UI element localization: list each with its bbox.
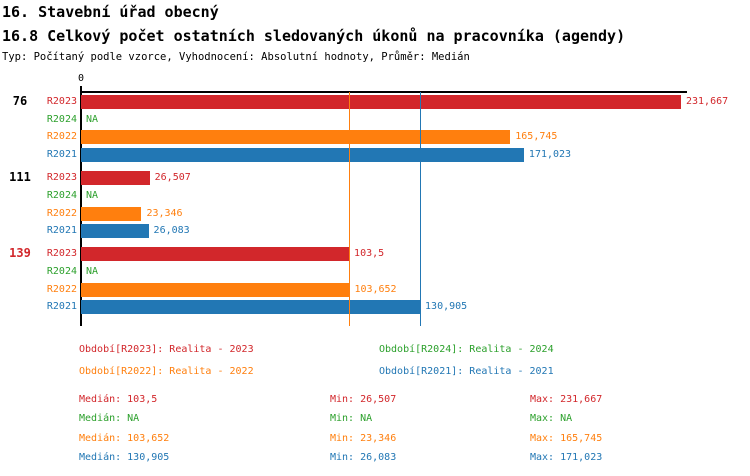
bar-r2022 (81, 282, 350, 297)
row-series-label: R2022 (46, 207, 77, 219)
bar-value-label: 23,346 (146, 207, 183, 219)
stat-max-r2023: Max: 231,667 (530, 394, 603, 405)
row-series-label: R2022 (46, 131, 77, 143)
row-series-label: R2023 (46, 248, 77, 260)
x-axis-line (81, 91, 687, 93)
median-line-r2022 (348, 92, 350, 326)
bar-r2021 (81, 148, 524, 163)
chart-subtitle: 16.8 Celkový počet ostatních sledovaných… (2, 27, 626, 45)
legend-item-r2023: Období[R2023]: Realita - 2023 (79, 344, 254, 355)
stat-median-r2024: Medián: NA (79, 413, 140, 425)
stat-min-r2021: Min: 26,083 (330, 452, 397, 464)
legend-item-r2022: Období[R2022]: Realita - 2022 (79, 366, 254, 377)
bar-value-label: 231,667 (686, 96, 729, 107)
x-axis-zero-tick-label: 0 (77, 73, 85, 84)
stat-min-r2024: Min: NA (330, 413, 373, 425)
bar-r2023 (81, 171, 150, 186)
bar-r2021 (81, 300, 421, 315)
group-label: 111 (9, 170, 31, 185)
y-axis-line (80, 86, 82, 326)
row-series-label: R2021 (46, 149, 77, 161)
bar-r2023 (81, 95, 681, 109)
bar-r2022 (81, 206, 142, 221)
stat-min-r2023: Min: 26,507 (330, 394, 397, 405)
bar-value-label: 171,023 (528, 149, 572, 161)
row-series-label: R2024 (46, 189, 77, 201)
bar-value-label: 103,5 (354, 248, 385, 260)
stat-median-r2021: Medián: 130,905 (79, 452, 170, 464)
na-label: NA (86, 189, 99, 201)
bar-r2021 (81, 224, 149, 239)
median-line-r2021 (419, 92, 421, 326)
bar-value-label: 26,507 (154, 172, 191, 184)
row-series-label: R2023 (46, 172, 77, 184)
na-label: NA (86, 113, 99, 125)
stat-min-r2022: Min: 23,346 (330, 432, 397, 444)
bar-r2023 (81, 247, 350, 262)
page-title: 16. Stavební úřad obecný (2, 3, 219, 21)
legend-item-r2021: Období[R2021]: Realita - 2021 (379, 366, 554, 377)
row-series-label: R2022 (46, 283, 77, 295)
stat-max-r2021: Max: 171,023 (530, 452, 603, 464)
bar-value-label: 103,652 (354, 283, 397, 295)
bar-value-label: 130,905 (425, 301, 468, 313)
stat-max-r2024: Max: NA (530, 413, 573, 425)
row-series-label: R2021 (46, 225, 77, 237)
row-series-label: R2023 (46, 96, 77, 107)
bar-value-label: 165,745 (515, 131, 558, 143)
row-series-label: R2021 (46, 301, 77, 313)
group-label: 76 (12, 94, 28, 108)
stat-median-r2023: Medián: 103,5 (79, 394, 158, 405)
chart-meta-line: Typ: Počítaný podle vzorce, Vyhodnocení:… (2, 51, 470, 63)
stat-max-r2022: Max: 165,745 (530, 432, 603, 444)
legend-item-r2024: Období[R2024]: Realita - 2024 (379, 344, 554, 355)
row-series-label: R2024 (46, 113, 77, 125)
bar-value-label: 26,083 (153, 225, 190, 237)
bar-r2022 (81, 130, 511, 145)
na-label: NA (86, 265, 99, 277)
stat-median-r2022: Medián: 103,652 (79, 432, 170, 444)
group-label: 139 (9, 246, 31, 261)
row-series-label: R2024 (46, 265, 77, 277)
